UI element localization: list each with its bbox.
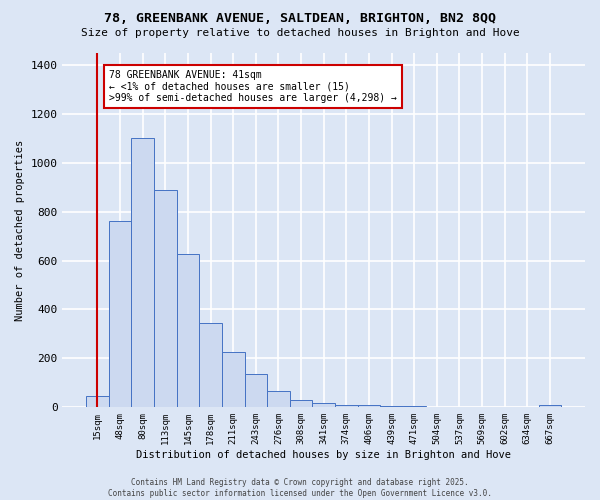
Bar bbox=[176, 254, 199, 408]
Bar bbox=[403, 406, 425, 407]
Bar bbox=[358, 405, 380, 407]
Bar bbox=[222, 352, 245, 408]
Bar bbox=[267, 392, 290, 407]
Bar bbox=[313, 403, 335, 407]
Bar bbox=[425, 406, 448, 408]
Bar bbox=[245, 374, 267, 408]
Bar bbox=[448, 406, 471, 408]
Bar bbox=[290, 400, 313, 407]
Y-axis label: Number of detached properties: Number of detached properties bbox=[15, 140, 25, 320]
Bar bbox=[154, 190, 176, 408]
Text: 78, GREENBANK AVENUE, SALTDEAN, BRIGHTON, BN2 8QQ: 78, GREENBANK AVENUE, SALTDEAN, BRIGHTON… bbox=[104, 12, 496, 26]
Text: 78 GREENBANK AVENUE: 41sqm
← <1% of detached houses are smaller (15)
>99% of sem: 78 GREENBANK AVENUE: 41sqm ← <1% of deta… bbox=[109, 70, 397, 103]
Bar bbox=[539, 406, 561, 407]
Bar bbox=[86, 396, 109, 407]
Text: Contains HM Land Registry data © Crown copyright and database right 2025.
Contai: Contains HM Land Registry data © Crown c… bbox=[108, 478, 492, 498]
Text: Size of property relative to detached houses in Brighton and Hove: Size of property relative to detached ho… bbox=[80, 28, 520, 38]
Bar bbox=[199, 323, 222, 407]
Bar bbox=[380, 406, 403, 407]
X-axis label: Distribution of detached houses by size in Brighton and Hove: Distribution of detached houses by size … bbox=[136, 450, 511, 460]
Bar bbox=[131, 138, 154, 407]
Bar bbox=[335, 405, 358, 407]
Bar bbox=[109, 222, 131, 408]
